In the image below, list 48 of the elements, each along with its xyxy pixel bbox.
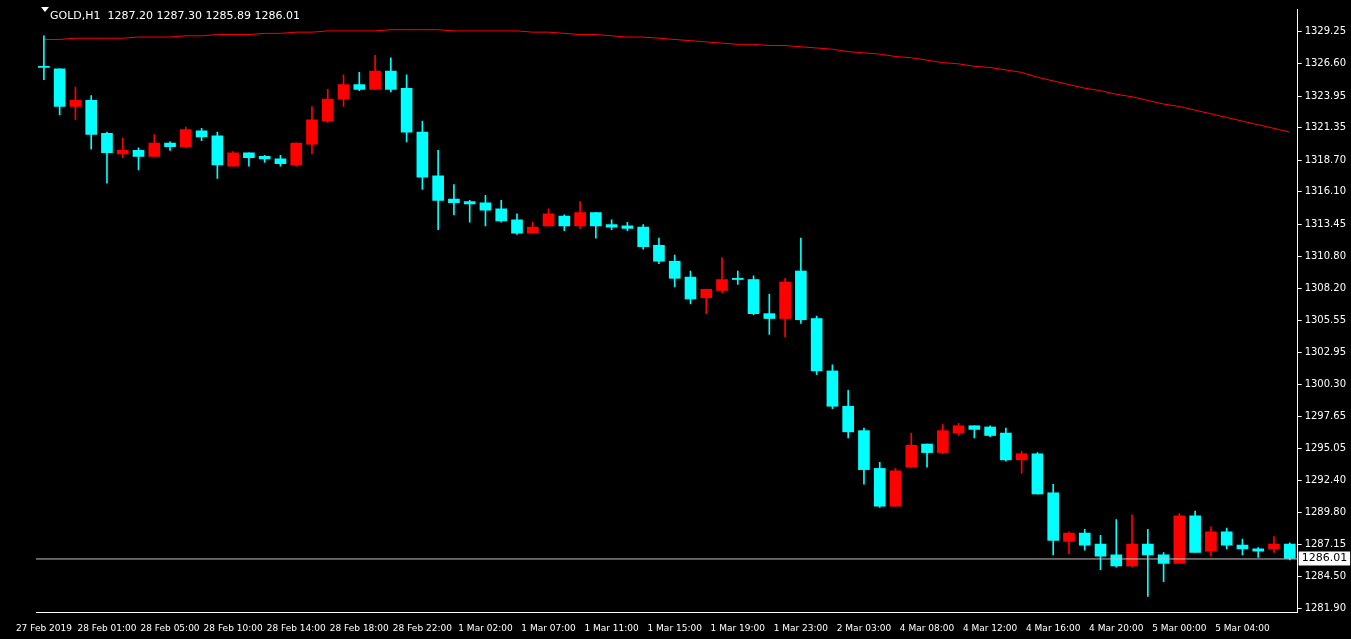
candlestick <box>38 35 50 81</box>
x-tick-label: 1 Mar 07:00 <box>521 622 576 633</box>
x-tick-label: 27 Feb 2019 <box>15 622 73 633</box>
y-tick-label: 1316.10 <box>1304 185 1347 197</box>
x-tick-label: 4 Mar 08:00 <box>899 622 955 633</box>
x-tick-label: 4 Mar 12:00 <box>962 622 1018 633</box>
x-tick-label: 1 Mar 02:00 <box>458 622 513 633</box>
x-tick-label: 28 Feb 18:00 <box>329 622 390 633</box>
y-tick-label: 1300.30 <box>1304 377 1347 389</box>
x-tick-label: 2 Mar 03:00 <box>836 622 892 633</box>
y-tick-label: 1305.55 <box>1304 313 1347 325</box>
x-tick-label: 5 Mar 04:00 <box>1215 622 1270 633</box>
candlestick <box>116 137 129 158</box>
x-tick-label: 5 Mar 00:00 <box>1152 622 1207 633</box>
y-tick-label: 1281.90 <box>1304 602 1347 614</box>
y-tick-label: 1302.95 <box>1304 345 1347 357</box>
candlestick <box>1142 529 1154 597</box>
x-tick-label: 1 Mar 23:00 <box>773 622 829 633</box>
candlestick <box>448 184 460 216</box>
y-tick-label: 1297.65 <box>1304 410 1347 422</box>
x-tick-label: 28 Feb 22:00 <box>392 622 453 633</box>
y-tick-label: 1292.40 <box>1304 474 1347 486</box>
x-tick-label: 1 Mar 11:00 <box>584 622 640 633</box>
x-tick-label: 4 Mar 20:00 <box>1089 622 1144 633</box>
candlestick <box>463 199 476 223</box>
x-tick-label: 28 Feb 10:00 <box>203 622 263 633</box>
y-tick-label: 1310.80 <box>1304 249 1347 261</box>
y-tick-label: 1321.35 <box>1304 121 1347 133</box>
candlestick <box>1252 547 1265 558</box>
y-tick-label: 1284.50 <box>1304 570 1347 582</box>
y-tick-label: 1318.70 <box>1304 153 1347 165</box>
x-tick-label: 28 Feb 14:00 <box>266 622 327 633</box>
x-tick-label: 4 Mar 16:00 <box>1026 622 1081 633</box>
y-tick-label: 1313.45 <box>1304 217 1347 229</box>
x-tick-label: 1 Mar 15:00 <box>647 622 703 633</box>
y-tick-label: 1329.25 <box>1304 25 1347 37</box>
x-tick-label: 28 Feb 01:00 <box>77 622 137 633</box>
candlestick <box>731 270 744 285</box>
x-tick-label: 1 Mar 19:00 <box>710 622 766 633</box>
y-tick-label: 1308.20 <box>1304 281 1347 293</box>
y-tick-label: 1323.95 <box>1304 89 1347 101</box>
y-tick-label: 1289.80 <box>1304 505 1347 517</box>
y-tick-label: 1295.05 <box>1304 441 1347 453</box>
y-tick-label: 1287.15 <box>1304 538 1347 550</box>
y-tick-label: 1326.60 <box>1304 57 1347 69</box>
chart-title: GOLD,H1 1287.20 1287.30 1285.89 1286.01 <box>50 8 300 22</box>
x-tick-label: 28 Feb 05:00 <box>140 622 200 633</box>
ref-line-label: 1286.01 <box>1301 551 1348 565</box>
